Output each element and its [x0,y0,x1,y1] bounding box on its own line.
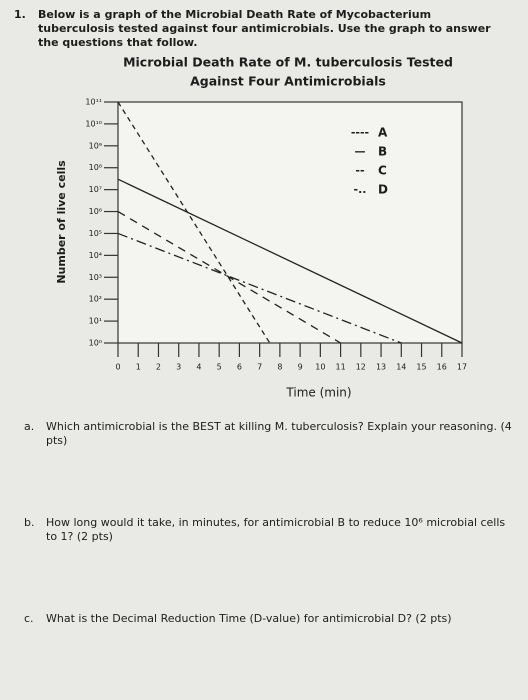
question-label: b. [24,516,35,529]
x-tick-label: 6 [237,363,242,372]
y-tick-label: 10⁷ [89,185,102,194]
chart-title: Microbial Death Rate of M. tuberculosis … [123,55,453,70]
x-tick-label: 2 [156,363,161,372]
x-tick-label: 16 [437,363,447,372]
series-line [117,178,463,344]
y-tick-label: 10⁴ [89,251,102,260]
question-number: 1. [14,8,26,21]
y-tick-label: 10¹¹ [85,98,102,107]
legend-symbol: ---- [351,126,369,139]
plot-area [117,101,463,344]
y-tick-label: 10⁶ [89,207,102,216]
question-text: How long would it take, in minutes, for … [46,516,506,543]
legend-label: C [378,164,387,178]
legend-label: B [378,145,387,159]
y-tick-label: 10⁹ [89,141,102,150]
x-tick-label: 9 [298,363,303,372]
question-text: Which antimicrobial is the BEST at killi… [46,420,512,447]
y-axis-label: Number of live cells [55,160,68,284]
x-tick-label: 4 [196,363,201,372]
x-tick-label: 1 [136,363,141,372]
y-tick-label: 10⁵ [89,229,102,238]
x-tick-label: 17 [457,363,467,372]
series-line [117,210,341,344]
question-label: c. [24,612,34,625]
x-tick-label: 5 [217,363,222,372]
legend-label: D [378,183,388,197]
x-tick-label: 8 [277,363,282,372]
legend-symbol: -- [355,164,364,177]
x-tick-label: 10 [315,363,325,372]
legend-label: A [378,126,388,140]
question-text: What is the Decimal Reduction Time (D-va… [46,612,452,625]
x-tick-label: 14 [396,363,406,372]
y-tick-label: 10¹⁰ [85,119,102,128]
x-tick-label: 0 [115,363,120,372]
x-tick-label: 12 [356,363,366,372]
x-axis-label: Time (min) [285,386,351,400]
x-tick-label: 3 [176,363,181,372]
legend-symbol: — [355,145,366,158]
x-tick-label: 15 [416,363,426,372]
legend-symbol: -.. [354,183,367,196]
x-tick-label: 7 [257,363,262,372]
series-line [117,101,271,344]
x-tick-label: 13 [376,363,386,372]
chart: Microbial Death Rate of M. tuberculosis … [55,55,467,400]
y-tick-label: 10⁸ [89,163,102,172]
chart-subtitle: Against Four Antimicrobials [190,74,386,89]
y-tick-label: 10² [89,295,102,304]
y-tick-label: 10¹ [89,317,102,326]
x-tick-label: 11 [335,363,345,372]
y-tick-label: 10³ [89,273,102,282]
question-text: Below is a graph of the Microbial Death … [38,8,491,49]
question-label: a. [24,420,35,433]
y-tick-label: 10⁰ [89,339,102,348]
